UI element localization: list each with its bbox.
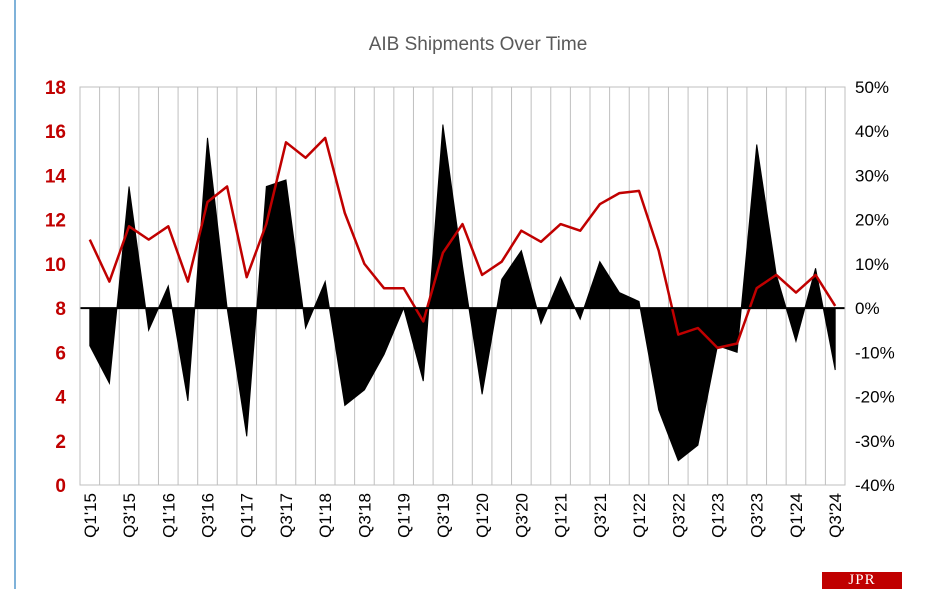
chart-title: AIB Shipments Over Time	[369, 34, 588, 55]
x-axis-tick-label: Q3'19	[434, 493, 453, 538]
left-axis-tick-label: 14	[45, 166, 67, 187]
axes	[79, 86, 846, 486]
x-axis-tick-label: Q3'22	[669, 493, 688, 538]
right-axis-tick-label: -10%	[855, 343, 895, 362]
x-axis-tick-label: Q3'17	[277, 493, 296, 538]
plot-frame	[79, 86, 846, 486]
right-axis-tick-label: -40%	[855, 476, 895, 495]
x-axis-tick-label: Q1'19	[395, 493, 414, 538]
right-axis-tick-label: 20%	[855, 211, 889, 230]
right-axis-tick-label: 40%	[855, 122, 889, 141]
x-axis-tick-label: Q1'20	[473, 493, 492, 538]
right-axis-tick-label: 10%	[855, 255, 889, 274]
x-axis-tick-label: Q1'23	[709, 493, 728, 538]
growth-line-series	[88, 136, 837, 350]
jpr-logo: JPR	[822, 572, 902, 589]
left-axis-tick-label: 0	[55, 476, 66, 497]
left-axis-tick-label: 18	[45, 78, 66, 99]
x-axis-tick-label: Q1'21	[552, 493, 571, 538]
x-axis-tick-label: Q3'20	[512, 493, 531, 538]
growth-line	[88, 136, 837, 350]
left-axis-tick-label: 8	[55, 299, 66, 320]
x-axis-tick-label: Q1'24	[787, 493, 806, 538]
shipments-area	[89, 124, 836, 462]
x-axis-tick-label: Q1'17	[238, 493, 257, 538]
right-axis-ticks: -40% -30% -20% -10% 0% 10% 20% 30% 40% 50%	[855, 78, 895, 495]
x-axis-tick-label: Q3'23	[748, 493, 767, 538]
left-edge-rule	[14, 0, 16, 589]
left-axis-tick-label: 4	[55, 388, 66, 409]
x-axis-tick-label: Q1'16	[159, 493, 178, 538]
x-axis-tick-label: Q3'16	[199, 493, 218, 538]
x-axis-tick-label: Q1'18	[316, 493, 335, 538]
x-axis-tick-label: Q1'15	[81, 493, 100, 538]
left-axis-tick-label: 2	[55, 432, 66, 453]
x-axis-tick-labels: Q1'15 Q3'15 Q1'16 Q3'16 Q1'17 Q3'17 Q1'18 Q3'18…	[81, 493, 845, 538]
right-axis-tick-label: -30%	[855, 432, 895, 451]
right-axis-tick-label: 30%	[855, 166, 889, 185]
x-axis-tick-label: Q3'24	[826, 493, 845, 538]
shipments-area-series	[89, 124, 836, 462]
left-axis-ticks: 0 2 4 6 8 10 12 14 16 18	[45, 78, 67, 497]
left-axis-tick-label: 10	[45, 255, 66, 276]
left-axis-tick-label: 12	[45, 211, 66, 232]
left-axis-tick-label: 6	[55, 343, 66, 364]
x-axis-tick-label: Q3'15	[120, 493, 139, 538]
x-axis-tick-label: Q3'18	[355, 493, 374, 538]
right-axis-tick-label: 50%	[855, 78, 889, 97]
x-axis-tick-label: Q1'22	[630, 493, 649, 538]
right-axis-tick-label: 0%	[855, 299, 880, 318]
x-axis-tick-label: Q3'21	[591, 493, 610, 538]
right-axis-tick-label: -20%	[855, 388, 895, 407]
left-axis-tick-label: 16	[45, 122, 66, 143]
